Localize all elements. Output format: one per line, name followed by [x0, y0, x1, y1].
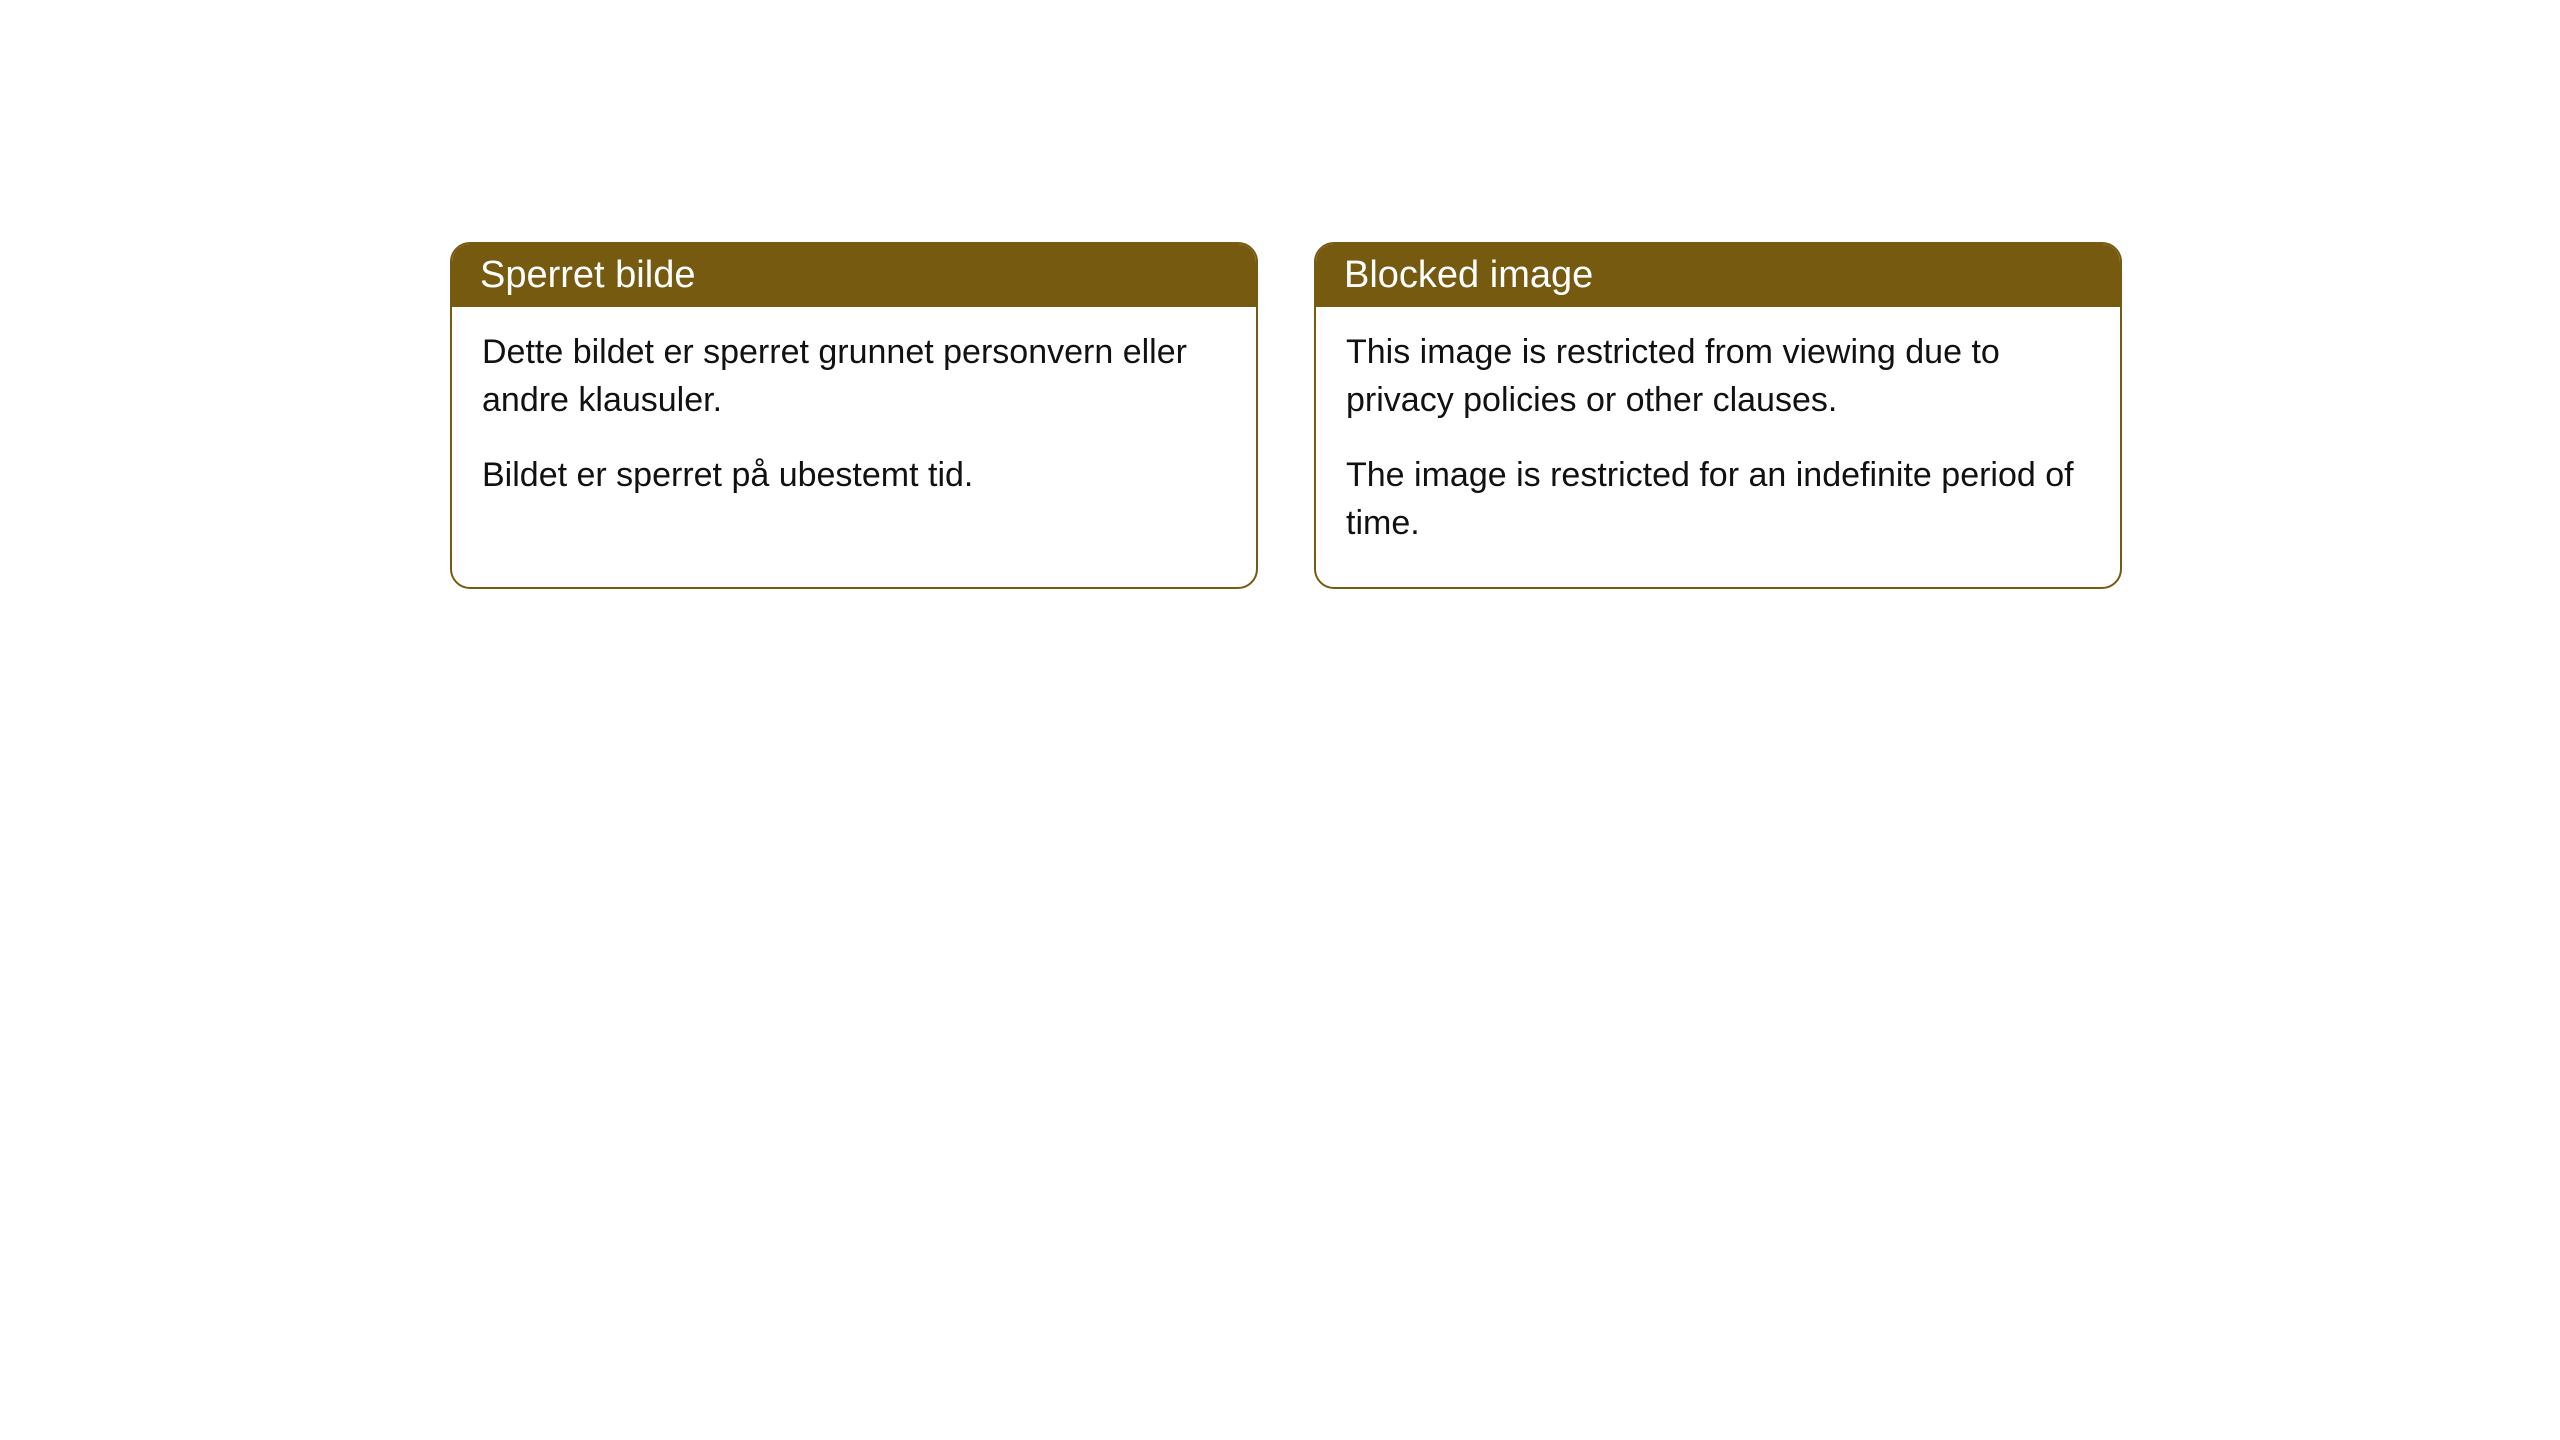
card-header: Sperret bilde	[452, 244, 1256, 307]
card-title: Sperret bilde	[480, 254, 695, 296]
card-body: Dette bildet er sperret grunnet personve…	[452, 307, 1256, 540]
notice-cards-container: Sperret bilde Dette bildet er sperret gr…	[0, 0, 2560, 589]
card-paragraph: Bildet er sperret på ubestemt tid.	[482, 452, 1226, 500]
blocked-image-card-english: Blocked image This image is restricted f…	[1314, 242, 2122, 589]
card-header: Blocked image	[1316, 244, 2120, 307]
card-paragraph: The image is restricted for an indefinit…	[1346, 452, 2090, 547]
card-paragraph: This image is restricted from viewing du…	[1346, 329, 2090, 424]
card-title: Blocked image	[1344, 254, 1593, 296]
card-body: This image is restricted from viewing du…	[1316, 307, 2120, 587]
blocked-image-card-norwegian: Sperret bilde Dette bildet er sperret gr…	[450, 242, 1258, 589]
card-paragraph: Dette bildet er sperret grunnet personve…	[482, 329, 1226, 424]
